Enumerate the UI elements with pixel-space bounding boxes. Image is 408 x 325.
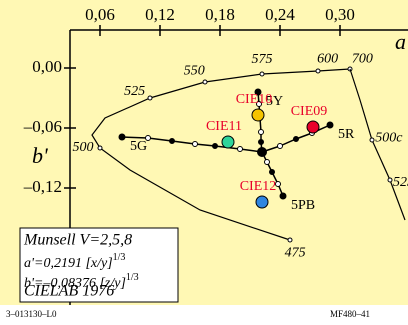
wavelength-label: 525 [124,84,145,99]
x-tick-label: 0,24 [265,5,295,24]
hue-line [266,161,284,197]
hue-point [145,135,151,141]
locus-point [287,237,293,243]
hue-line [279,124,331,147]
hue-point [258,139,264,145]
hue-point [169,138,175,144]
y-tick-label: –0,12 [23,177,62,196]
x-tick-label: 0,18 [205,5,235,24]
hue-point [279,192,287,200]
y-axis-label: b' [32,143,48,168]
locus-point [259,71,265,77]
wavelength-label: 600 [317,52,338,67]
hue-point [269,169,275,175]
formula-exponent: 1/3 [113,252,126,263]
cie-label: CIE10 [236,92,273,107]
formula-exponent: 1/3 [126,272,139,283]
locus-point [97,145,103,151]
legend-box [19,227,179,303]
locus-line [91,68,351,241]
hue-line [121,136,241,150]
wavelength-label: 525c [393,175,408,190]
wavelength-label: 500 [73,140,94,155]
hue-point [275,181,281,187]
locus-point [147,95,153,101]
x-axis-label: a' [395,29,408,54]
cie-label: CIE09 [291,104,328,119]
hue-point [256,101,262,107]
hue-point [326,121,334,129]
formula-text: b'=–0,08376 [z/y] [24,276,126,291]
hue-point [118,133,126,141]
locus-point [387,177,393,183]
hue-label: 5G [130,139,147,154]
x-tick-label: 0,06 [85,5,115,24]
hue-label: 5PB [291,198,315,213]
legend-formula: a'=0,2191 [x/y]1/3 [24,252,125,271]
cie-point [251,108,265,122]
hue-label: 5R [338,127,355,142]
footer-left: 3–013130–L0 [6,309,57,319]
plot: 475 500 525 550 575 600 700 500c 525c 5Y 5R 5PB 5G CI… [73,52,408,261]
wavelength-label: 500c [375,131,403,146]
y-tick-label: –0,06 [23,117,62,136]
hue-point [277,143,283,149]
wavelength-label: 550 [184,63,205,78]
cie-label: CIE11 [206,119,242,134]
legend-footer: CIELAB 1976 [24,283,114,300]
x-tick-label: 0,12 [145,5,175,24]
hue-point [264,159,270,165]
locus-point [202,79,208,85]
cie-point [221,135,235,149]
wavelength-label: 700 [352,52,373,67]
locus-point [315,68,321,74]
cie-label: CIE12 [240,179,277,194]
hue-point [237,146,243,152]
hue-point [293,136,299,142]
hue-point [258,129,264,135]
legend-formula: b'=–0,08376 [z/y]1/3 [24,272,139,291]
x-tick-label: 0,30 [325,5,355,24]
cie-point [255,195,269,209]
y-tick-label: 0,00 [32,57,62,76]
formula-text: a'=0,2191 [x/y] [24,256,113,271]
cie-point [306,120,320,134]
legend-title: Munsell V=2,5,8 [23,232,132,249]
hue-point [192,141,198,147]
wavelength-label: 575 [252,52,273,67]
locus-point [369,137,375,143]
center-point [257,147,267,157]
hue-point [254,88,262,96]
hue-point [212,143,218,149]
hue-label: 5Y [266,94,283,109]
wavelength-label: 475 [285,246,306,261]
footer-right: MF480–41 [330,309,370,319]
